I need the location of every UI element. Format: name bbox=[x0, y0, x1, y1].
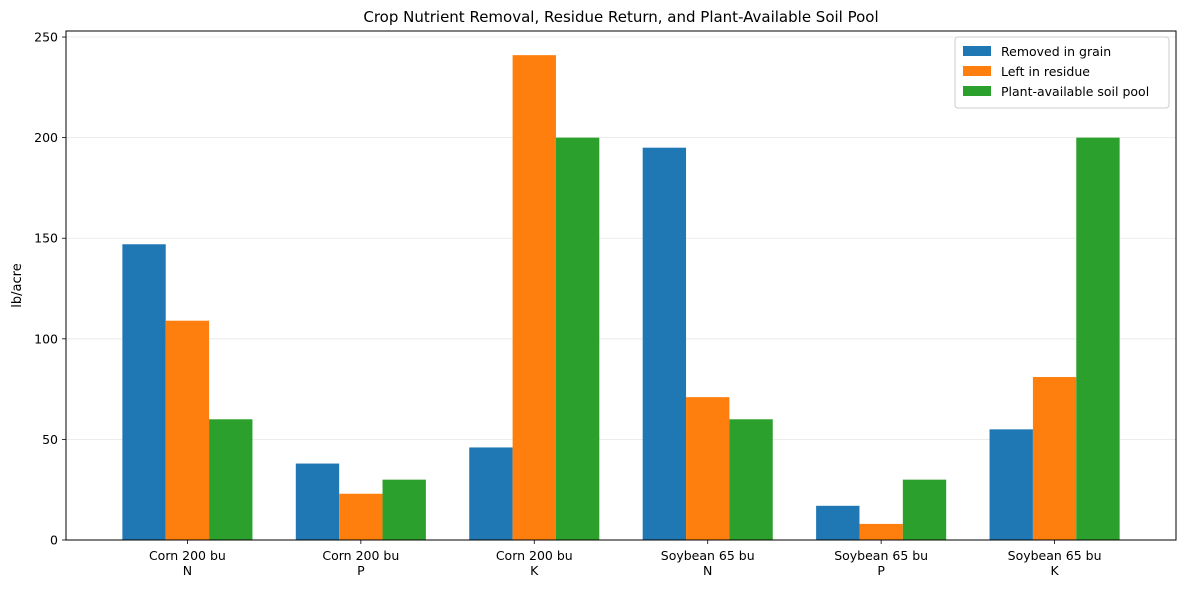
legend-label-2: Plant-available soil pool bbox=[1001, 84, 1149, 99]
bar-removed-in-grain-5 bbox=[989, 429, 1033, 540]
x-tick-label-0-0: Corn 200 bu bbox=[149, 548, 226, 563]
bar-left-in-residue-3 bbox=[686, 397, 730, 540]
legend-swatch-1 bbox=[963, 66, 991, 76]
y-axis-ticks: 0 50 100 150 200 250 bbox=[34, 30, 66, 548]
bar-plant-available-soil-pool-4 bbox=[902, 479, 947, 540]
y-tick-label-200: 200 bbox=[34, 130, 58, 145]
x-tick-label-3-0: Soybean 65 bu bbox=[661, 548, 755, 563]
x-tick-label-4-0: Soybean 65 bu bbox=[834, 548, 928, 563]
bar-left-in-residue-1 bbox=[339, 493, 383, 540]
bar-plant-available-soil-pool-1 bbox=[382, 479, 426, 540]
y-tick-label-0: 0 bbox=[50, 533, 58, 548]
legend: Removed in grain Left in residue Plant-ava… bbox=[954, 36, 1170, 109]
x-tick-label-1-0: Corn 200 bu bbox=[322, 548, 399, 563]
bar-removed-in-grain-0 bbox=[122, 244, 166, 541]
bar-plant-available-soil-pool-2 bbox=[555, 137, 600, 540]
bar-left-in-residue-5 bbox=[1032, 377, 1077, 540]
y-tick-label-150: 150 bbox=[34, 231, 58, 246]
x-tick-label-2-1: K bbox=[530, 563, 539, 578]
plot-frame bbox=[65, 30, 1177, 541]
x-tick-label-1-1: P bbox=[357, 563, 365, 578]
x-tick-label-2-0: Corn 200 bu bbox=[496, 548, 573, 563]
y-axis-label: lb/acre bbox=[10, 263, 25, 307]
legend-label-1: Left in residue bbox=[1001, 64, 1090, 79]
bar-removed-in-grain-1 bbox=[295, 463, 340, 540]
bar-removed-in-grain-2 bbox=[469, 447, 513, 540]
chart-title: Crop Nutrient Removal, Residue Return, a… bbox=[363, 8, 878, 26]
bar-left-in-residue-4 bbox=[859, 523, 903, 540]
x-tick-label-5-1: K bbox=[1050, 563, 1059, 578]
legend-swatch-0 bbox=[963, 46, 991, 56]
y-tick-label-50: 50 bbox=[42, 432, 58, 447]
bar-plant-available-soil-pool-5 bbox=[1076, 137, 1120, 540]
bar-plant-available-soil-pool-0 bbox=[209, 419, 253, 540]
bar-removed-in-grain-3 bbox=[642, 147, 687, 540]
legend-swatch-2 bbox=[963, 86, 991, 96]
bar-left-in-residue-0 bbox=[165, 320, 210, 540]
bar-removed-in-grain-4 bbox=[816, 505, 860, 540]
legend-label-0: Removed in grain bbox=[1001, 44, 1111, 59]
x-tick-label-5-0: Soybean 65 bu bbox=[1008, 548, 1102, 563]
y-tick-label-100: 100 bbox=[34, 331, 58, 346]
legend-frame bbox=[954, 36, 1170, 109]
bars bbox=[122, 55, 1120, 541]
x-tick-label-4-1: P bbox=[877, 563, 885, 578]
x-tick-label-3-1: N bbox=[703, 563, 712, 578]
bar-plant-available-soil-pool-3 bbox=[729, 419, 773, 540]
x-tick-label-0-1: N bbox=[183, 563, 192, 578]
y-tick-label-250: 250 bbox=[34, 30, 58, 45]
bar-left-in-residue-2 bbox=[512, 55, 556, 540]
